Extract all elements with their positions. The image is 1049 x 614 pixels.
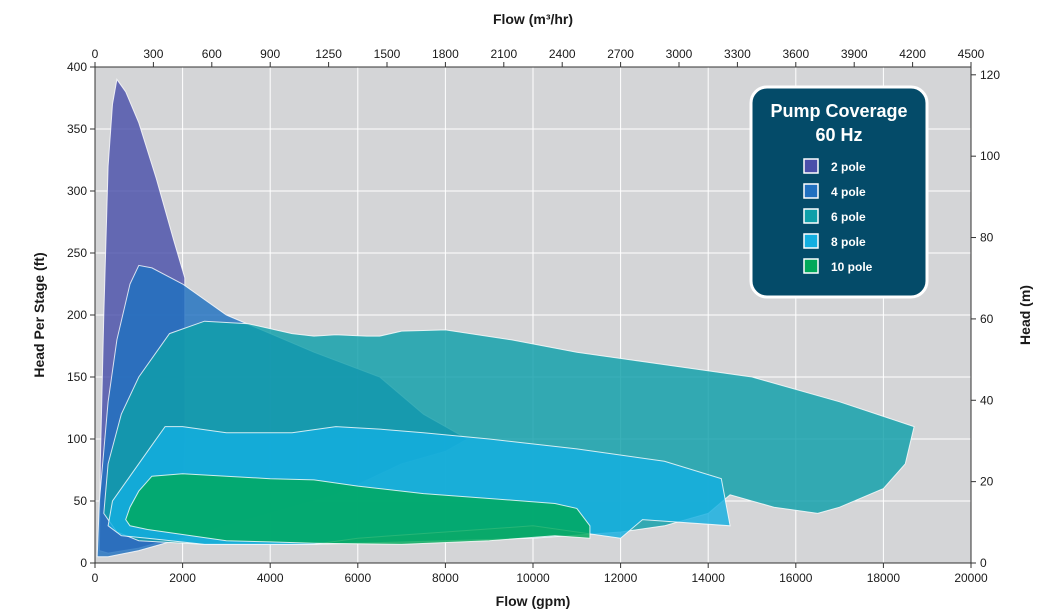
x-tick-label: 18000	[867, 571, 901, 585]
x-tick-label: 10000	[516, 571, 550, 585]
x-top-tick-label: 2700	[607, 47, 634, 61]
y-tick-label: 100	[67, 432, 87, 446]
y-right-tick-label: 0	[980, 556, 987, 570]
x-top-tick-label: 300	[143, 47, 163, 61]
legend-swatch	[803, 208, 819, 224]
legend-items: 2 pole 4 pole 6 pole 8 pole 10 pole	[803, 158, 873, 274]
axes: 0 2000 4000 6000 8000 10000 12000 14000 16000 180…	[67, 47, 1000, 585]
x-tick-label: 8000	[432, 571, 459, 585]
legend-title-line2: 60 Hz	[815, 125, 862, 145]
x-tick-label: 16000	[779, 571, 813, 585]
x-top-tick-label: 3600	[782, 47, 809, 61]
x-top-tick-label: 3300	[724, 47, 751, 61]
x-top-tick-label: 600	[202, 47, 222, 61]
legend-label: 4 pole	[831, 185, 866, 199]
x-top-tick-label: 2400	[549, 47, 576, 61]
x-top-tick-label: 1800	[432, 47, 459, 61]
x-top-tick-label: 900	[260, 47, 280, 61]
x-axis-top-title: Flow (m³/hr)	[493, 11, 573, 27]
x-tick-label: 6000	[344, 571, 371, 585]
area-10-pole	[125, 473, 591, 545]
legend-label: 6 pole	[831, 210, 866, 224]
y-tick-label: 0	[80, 556, 87, 570]
x-tick-label: 4000	[257, 571, 284, 585]
y-right-tick-label: 20	[980, 475, 994, 489]
x-tick-label: 0	[92, 571, 99, 585]
legend-swatch	[803, 183, 819, 199]
y-right-tick-label: 60	[980, 312, 994, 326]
x-tick-label: 20000	[954, 571, 988, 585]
x-top-tick-label: 1250	[315, 47, 342, 61]
y-right-tick-label: 100	[980, 149, 1000, 163]
legend-swatch	[803, 233, 819, 249]
x-top-tick-label: 2100	[490, 47, 517, 61]
x-top-tick-label: 0	[92, 47, 99, 61]
y-tick-label: 150	[67, 370, 87, 384]
y-axis-left-title: Head Per Stage (ft)	[31, 252, 47, 377]
x-axis-bottom-title: Flow (gpm)	[496, 593, 571, 609]
y-tick-label: 250	[67, 246, 87, 260]
x-top-tick-label: 3000	[666, 47, 693, 61]
x-top-tick-label: 3900	[841, 47, 868, 61]
x-tick-label: 2000	[169, 571, 196, 585]
legend-title-line1: Pump Coverage	[770, 101, 907, 121]
y-right-tick-label: 120	[980, 68, 1000, 82]
x-top-tick-label: 4200	[899, 47, 926, 61]
x-tick-label: 14000	[692, 571, 726, 585]
y-tick-label: 200	[67, 308, 87, 322]
x-top-tick-label: 1500	[374, 47, 401, 61]
coverage-areas	[96, 78, 915, 558]
x-top-tick-label: 4500	[958, 47, 985, 61]
legend: Pump Coverage 60 Hz 2 pole 4 pole 6 pole 8 …	[749, 85, 929, 299]
legend-box	[749, 85, 929, 299]
x-tick-label: 12000	[604, 571, 638, 585]
legend-swatch	[803, 158, 819, 174]
legend-label: 2 pole	[831, 160, 866, 174]
y-right-tick-label: 40	[980, 393, 994, 407]
legend-label: 10 pole	[831, 260, 873, 274]
y-tick-label: 350	[67, 122, 87, 136]
legend-label: 8 pole	[831, 235, 866, 249]
y-tick-label: 50	[74, 494, 88, 508]
y-tick-label: 300	[67, 184, 87, 198]
y-tick-label: 400	[67, 60, 87, 74]
y-axis-right-title: Head (m)	[1017, 285, 1033, 345]
y-right-tick-label: 80	[980, 231, 994, 245]
legend-swatch	[803, 258, 819, 274]
